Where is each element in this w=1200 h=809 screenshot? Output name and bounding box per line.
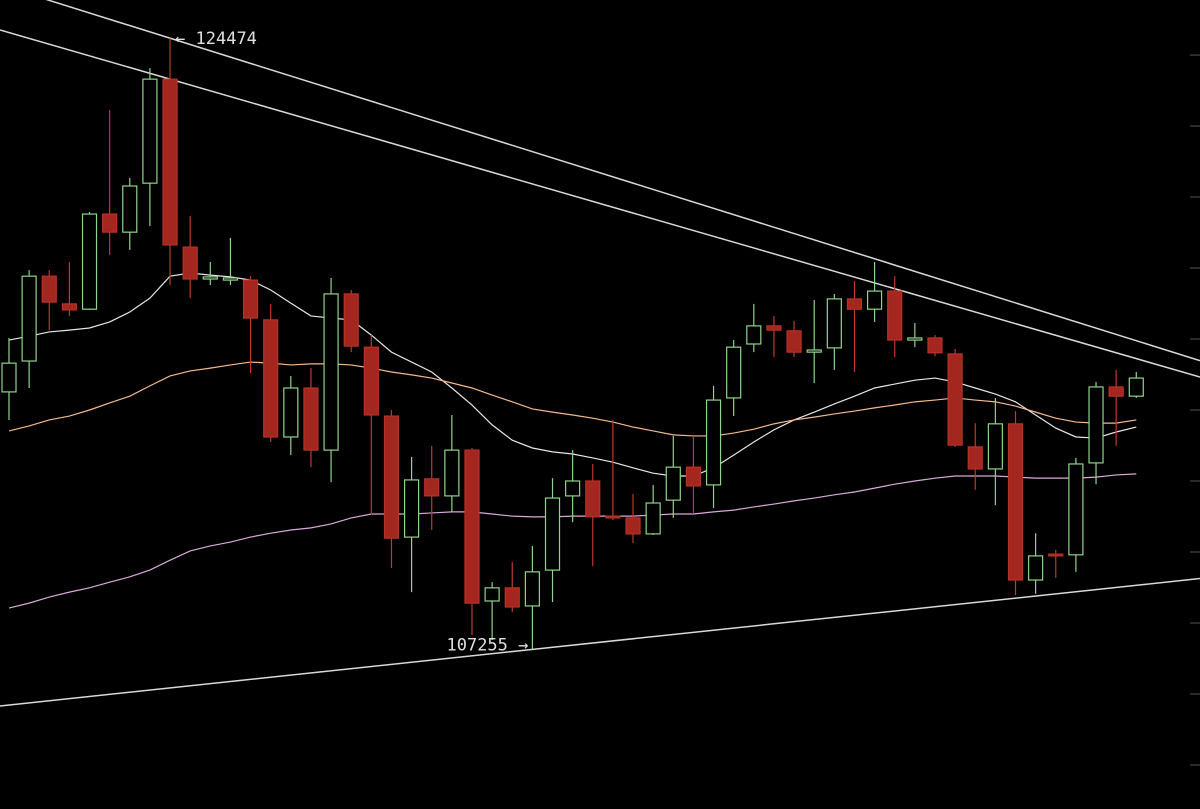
candle-body bbox=[1068, 463, 1084, 556]
candle-body bbox=[947, 353, 963, 446]
candle-body bbox=[987, 423, 1003, 470]
candle-body bbox=[645, 502, 661, 535]
candle-body bbox=[21, 275, 37, 362]
candle-body bbox=[242, 279, 259, 319]
candle-body bbox=[565, 480, 581, 497]
candle-body bbox=[544, 497, 561, 571]
annotation: ← 124474 bbox=[175, 29, 257, 49]
candle-body bbox=[182, 246, 198, 280]
candle-body bbox=[142, 78, 158, 184]
candle-body bbox=[1088, 386, 1104, 464]
candle-body bbox=[81, 213, 98, 310]
candle-body bbox=[826, 298, 842, 349]
candle-body bbox=[504, 587, 520, 608]
candle-body bbox=[383, 415, 400, 539]
moving-average bbox=[8, 361, 1137, 437]
candle-body bbox=[464, 449, 480, 604]
candle-body bbox=[887, 290, 903, 341]
candle-body bbox=[1028, 555, 1044, 581]
candle-body bbox=[1108, 386, 1124, 397]
candle-body bbox=[685, 466, 702, 487]
candle-body bbox=[222, 277, 239, 281]
candle-body bbox=[605, 515, 621, 519]
candle-body bbox=[806, 349, 822, 353]
candle-body bbox=[363, 346, 379, 416]
candle-body bbox=[1007, 423, 1024, 581]
candle-body bbox=[1048, 553, 1064, 557]
candle-body bbox=[263, 319, 279, 438]
candle-body bbox=[283, 387, 299, 438]
candle-body bbox=[866, 290, 883, 310]
candle-body bbox=[846, 298, 863, 310]
candle-body bbox=[726, 346, 742, 399]
candle-body bbox=[484, 587, 500, 602]
candle-body bbox=[625, 517, 641, 535]
candle-body bbox=[202, 276, 218, 280]
candle-body bbox=[162, 78, 178, 246]
candle-body bbox=[585, 480, 601, 518]
candle-body bbox=[967, 446, 983, 470]
candle-body bbox=[102, 213, 118, 233]
candle-body bbox=[1128, 377, 1144, 397]
candle-body bbox=[303, 387, 319, 451]
candle-body bbox=[41, 275, 57, 303]
trend-line bbox=[45, 0, 1200, 362]
candle-body bbox=[404, 479, 420, 538]
candle-body bbox=[665, 466, 681, 501]
candle-body bbox=[907, 337, 923, 341]
candle-body bbox=[343, 293, 359, 347]
candle-body bbox=[444, 449, 460, 497]
candle-body bbox=[524, 571, 540, 607]
candle-body bbox=[705, 399, 722, 486]
candle-body bbox=[1, 362, 17, 393]
trend-line bbox=[0, 29, 1200, 378]
trend-line bbox=[0, 577, 1200, 707]
candle-body bbox=[746, 325, 762, 345]
candle-body bbox=[786, 330, 802, 353]
annotation: 107255 → bbox=[446, 635, 528, 655]
candle-body bbox=[766, 325, 782, 331]
candle-body bbox=[61, 303, 77, 311]
candle-body bbox=[323, 293, 339, 451]
candle-body bbox=[927, 337, 943, 354]
candle-body bbox=[122, 185, 138, 233]
candle-body bbox=[424, 478, 440, 497]
